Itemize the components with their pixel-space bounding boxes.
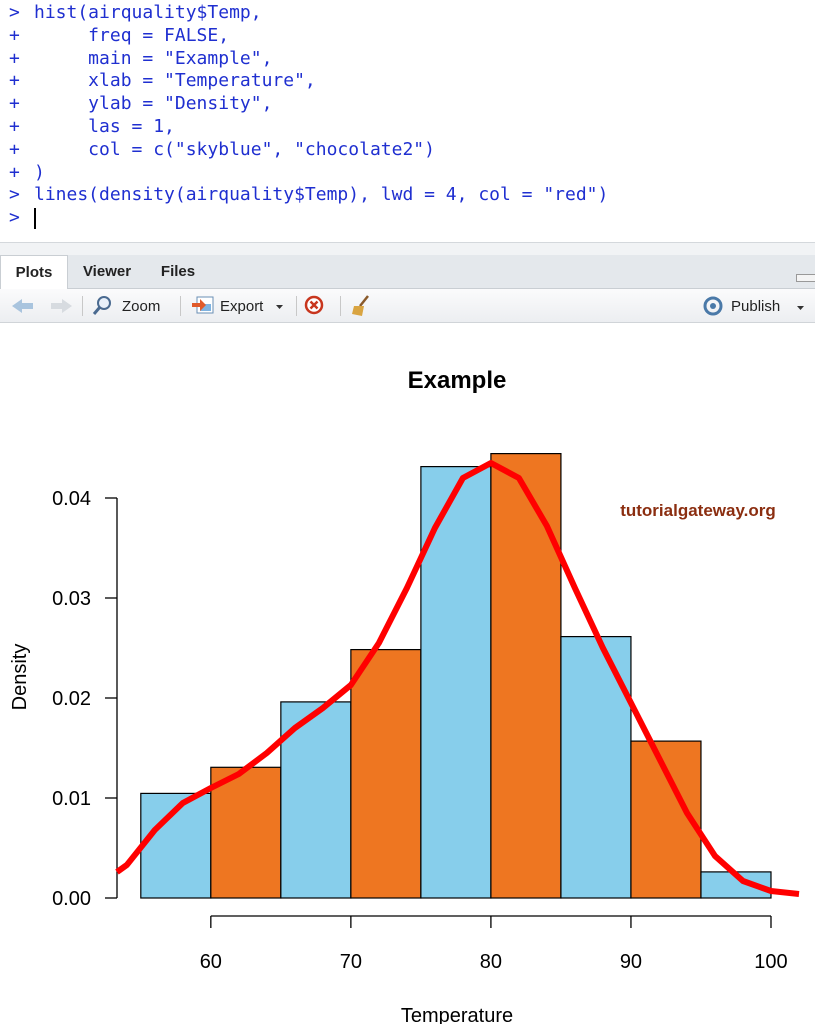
prompt: + (9, 47, 20, 69)
chart-title: Example (408, 367, 507, 394)
code: ) (34, 161, 45, 183)
console[interactable]: > hist(airquality$Temp, + freq = FALSE, + m… (0, 0, 815, 242)
zoom-icon (92, 296, 111, 315)
prompt: + (9, 161, 20, 183)
y-tick-label: 0.01 (52, 788, 91, 810)
y-tick-label: 0.03 (52, 588, 91, 610)
bar (210, 766, 282, 899)
x-tick-label: 90 (620, 951, 642, 973)
tab[interactable]: Files (160, 263, 196, 280)
code: ylab = "Density", (34, 93, 273, 115)
toolbar: Zoom Export Publish (0, 289, 815, 323)
tab[interactable]: Plots (0, 255, 68, 289)
remove-plot[interactable] (304, 295, 326, 317)
bar (350, 648, 422, 899)
back-arrow[interactable] (12, 299, 33, 313)
x-tick-label: 100 (754, 951, 787, 973)
tab-bar: Plots Viewer Files (0, 255, 815, 289)
watermark: tutorialgateway.org (620, 501, 776, 520)
bar (560, 635, 632, 899)
zoom-button[interactable]: Zoom (122, 298, 161, 315)
export-icon (192, 296, 214, 314)
code: freq = FALSE, (34, 24, 230, 46)
tab[interactable]: Viewer (82, 263, 132, 280)
export-button[interactable]: Export (220, 298, 264, 315)
cursor (34, 208, 36, 229)
x-tick-label: 80 (480, 951, 502, 973)
bar (700, 871, 772, 899)
y-tick-label: 0.00 (52, 888, 91, 910)
bar (630, 740, 702, 899)
bar (280, 701, 352, 899)
y-tick-label: 0.04 (52, 488, 91, 510)
bar (140, 792, 212, 899)
prompt: + (9, 138, 20, 160)
prompt: + (9, 93, 20, 115)
code: las = 1, (34, 116, 175, 137)
dropdown-arrow[interactable] (275, 289, 285, 322)
prompt: > (9, 2, 20, 23)
publish-button[interactable]: Publish (731, 298, 781, 315)
code: main = "Example", (34, 47, 273, 69)
code: lines(density(airquality$Temp), lwd = 4,… (34, 184, 609, 206)
y-axis-title: Density (9, 644, 31, 711)
forward-arrow[interactable] (51, 299, 72, 313)
minimize-button[interactable] (796, 274, 815, 282)
prompt: + (9, 70, 20, 92)
publish-icon (703, 296, 723, 316)
prompt: + (9, 116, 20, 137)
code: xlab = "Temperature", (34, 70, 316, 92)
x-tick-label: 60 (200, 951, 222, 973)
x-axis-title: Temperature (401, 1005, 513, 1024)
clear-plots[interactable] (350, 294, 374, 318)
dropdown-arrow[interactable] (796, 289, 806, 322)
bar (490, 453, 562, 899)
code: hist(airquality$Temp, (34, 2, 262, 23)
x-tick-label: 70 (340, 951, 362, 973)
y-tick-label: 0.02 (52, 688, 91, 710)
density-line (115, 460, 800, 897)
nav-arrows[interactable] (0, 289, 80, 322)
code: col = c("skyblue", "chocolate2") (34, 138, 435, 160)
prompt: + (9, 24, 20, 46)
bar (420, 466, 492, 899)
prompt: > (9, 207, 20, 229)
pane-splitter[interactable] (0, 242, 815, 256)
prompt: > (9, 184, 20, 206)
